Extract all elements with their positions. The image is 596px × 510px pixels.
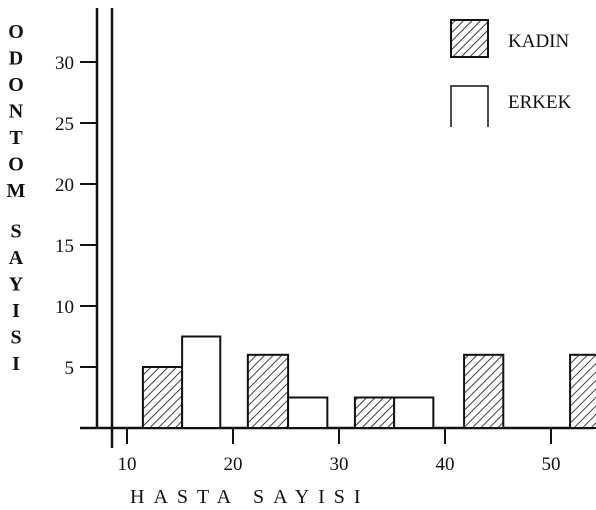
y-axis-label-letter: T	[9, 127, 23, 149]
x-tick-label: 20	[224, 454, 243, 475]
bar-kadin	[463, 353, 505, 429]
y-axis-label-letter: Y	[9, 274, 24, 296]
x-tick-label: 50	[542, 454, 561, 475]
x-axis-ticks: 102030405060	[118, 428, 561, 475]
legend: KADIN ERKEK	[450, 19, 572, 127]
y-tick-label: 15	[55, 236, 74, 257]
legend-swatch-erkek	[450, 85, 489, 127]
y-tick-label: 10	[55, 297, 74, 318]
x-tick-label: 10	[118, 454, 137, 475]
x-axis-label: HASTA SAYISI	[130, 486, 370, 508]
y-axis-label-letter: M	[7, 180, 26, 202]
bar-erkek	[181, 335, 222, 429]
y-tick-label: 5	[65, 358, 75, 379]
bar-kadin	[246, 353, 290, 429]
bar-kadin	[141, 366, 184, 429]
y-axis-label-letter: O	[8, 154, 24, 176]
y-axis-label-letter: S	[10, 221, 21, 243]
y-tick-label: 20	[55, 175, 74, 196]
y-axis-label-letter: S	[10, 327, 21, 349]
legend-label-erkek: ERKEK	[508, 92, 572, 113]
bars	[141, 335, 596, 429]
y-axis-label-letter: O	[8, 21, 24, 43]
x-tick-label: 30	[330, 454, 349, 475]
y-axis-label-letter: N	[9, 101, 24, 123]
legend-label-kadin: KADIN	[508, 31, 569, 52]
x-tick-label: 40	[436, 454, 455, 475]
legend-swatch-kadin	[450, 19, 489, 58]
bar-kadin	[569, 353, 596, 429]
y-axis-label-letter: I	[12, 300, 20, 322]
y-axis-label-letter: A	[9, 247, 24, 269]
bar-erkek	[287, 396, 329, 429]
y-tick-label: 30	[55, 53, 74, 74]
y-axis-label-letter: O	[8, 74, 24, 96]
y-axis-label-letter: D	[9, 48, 23, 70]
y-axis-label-letter: I	[12, 353, 20, 375]
y-axis-ticks: 5 10 15 20 25 30	[55, 53, 97, 379]
y-tick-label: 25	[55, 114, 74, 135]
bar-kadin	[353, 396, 396, 429]
bar-erkek	[393, 396, 435, 429]
